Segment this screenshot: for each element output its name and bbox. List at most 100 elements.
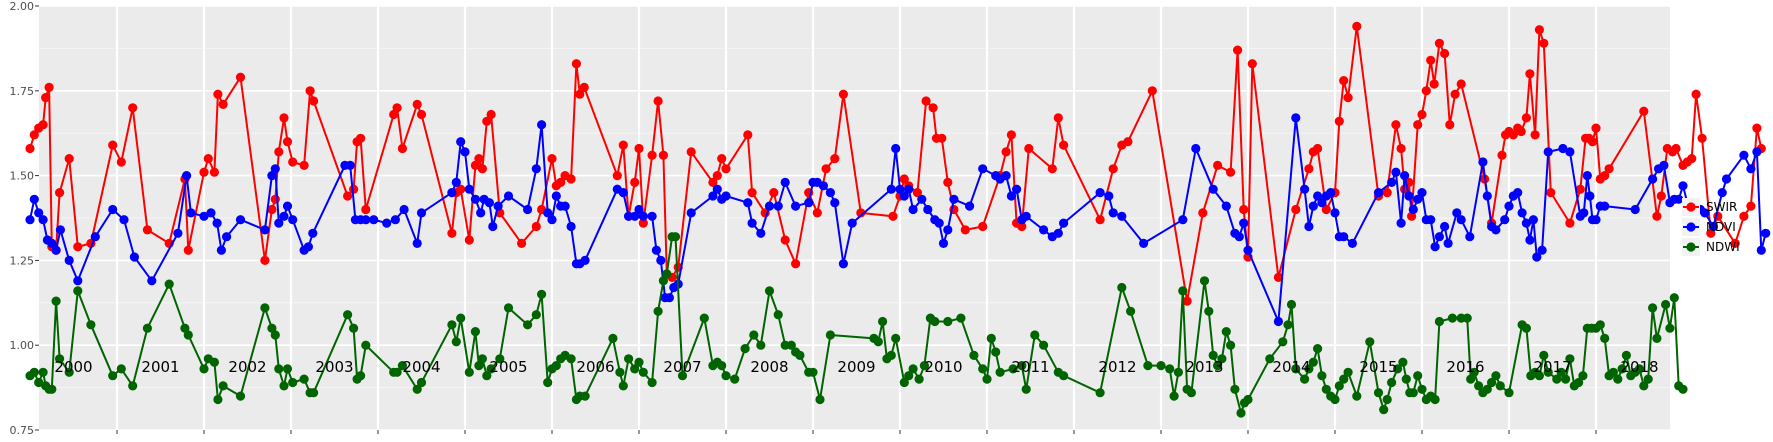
year-label: 2006 bbox=[576, 358, 614, 376]
data-point-swir bbox=[821, 164, 831, 174]
data-point-ndvi bbox=[1456, 215, 1466, 225]
data-point-swir bbox=[361, 204, 371, 215]
data-point-swir bbox=[209, 167, 219, 177]
data-point-swir bbox=[658, 150, 669, 160]
data-point-ndvi bbox=[1528, 215, 1538, 225]
data-point-ndvi bbox=[303, 242, 313, 252]
data-point-ndwi bbox=[1634, 364, 1645, 374]
data-point-ndwi bbox=[447, 320, 457, 330]
data-point-ndwi bbox=[943, 316, 953, 327]
data-point-swir bbox=[856, 208, 866, 218]
data-point-ndwi bbox=[995, 367, 1005, 377]
data-point-ndwi bbox=[566, 354, 576, 364]
data-point-ndwi bbox=[1265, 354, 1275, 364]
data-point-ndvi bbox=[416, 208, 427, 218]
data-point-ndvi bbox=[1591, 215, 1601, 225]
data-point-ndwi bbox=[260, 303, 270, 313]
data-point-swir bbox=[1147, 86, 1157, 96]
data-point-swir bbox=[571, 59, 582, 69]
data-point-ndwi bbox=[749, 330, 759, 340]
data-point-ndvi bbox=[1191, 143, 1201, 154]
data-point-ndvi bbox=[1478, 157, 1488, 167]
data-point-ndvi bbox=[1330, 208, 1340, 218]
data-point-ndwi bbox=[209, 357, 219, 367]
data-point-ndvi bbox=[1517, 208, 1527, 218]
data-point-swir bbox=[474, 154, 484, 164]
data-point-ndwi bbox=[986, 333, 996, 343]
data-point-swir bbox=[1313, 143, 1323, 154]
data-point-ndvi bbox=[756, 228, 766, 238]
data-point-swir bbox=[1591, 123, 1601, 133]
data-point-ndwi bbox=[1534, 371, 1544, 381]
data-point-ndwi bbox=[486, 364, 496, 374]
data-point-ndvi bbox=[464, 184, 474, 194]
data-point-ndwi bbox=[1300, 374, 1310, 384]
data-point-ndwi bbox=[670, 232, 681, 242]
data-point-ndvi bbox=[1095, 188, 1105, 198]
data-point-ndvi bbox=[1239, 218, 1249, 228]
data-point-ndvi bbox=[186, 208, 196, 218]
data-point-ndwi bbox=[1543, 367, 1553, 377]
data-point-ndwi bbox=[978, 364, 988, 374]
data-point-ndvi bbox=[1221, 201, 1231, 211]
data-point-ndwi bbox=[531, 310, 541, 320]
legend-key-point bbox=[1686, 222, 1696, 232]
data-point-ndwi bbox=[1278, 337, 1288, 347]
data-point-ndwi bbox=[825, 330, 836, 340]
data-point-swir bbox=[978, 221, 988, 232]
data-point-swir bbox=[235, 72, 246, 82]
data-point-swir bbox=[456, 184, 466, 194]
data-point-swir bbox=[1575, 184, 1585, 194]
data-point-swir bbox=[470, 160, 480, 170]
legend-item-ndwi: NDWI bbox=[1682, 238, 1740, 256]
data-point-ndvi bbox=[129, 252, 139, 262]
year-label: 2001 bbox=[141, 358, 179, 376]
data-point-ndvi bbox=[1708, 221, 1718, 232]
data-point-ndvi bbox=[1417, 188, 1427, 198]
data-point-swir bbox=[412, 99, 422, 109]
data-point-swir bbox=[1525, 69, 1535, 79]
data-point-ndvi bbox=[978, 164, 988, 174]
data-point-ndvi bbox=[1339, 232, 1349, 242]
data-point-ndvi bbox=[1347, 238, 1357, 248]
data-point-ndwi bbox=[630, 364, 640, 374]
data-point-ndwi bbox=[86, 320, 96, 330]
legend-item-ndvi: NDVI bbox=[1682, 218, 1736, 236]
data-point-ndwi bbox=[1434, 316, 1444, 327]
data-point-ndvi bbox=[656, 255, 666, 265]
data-point-swir bbox=[653, 96, 663, 106]
data-point-ndwi bbox=[608, 333, 618, 343]
data-point-ndvi bbox=[1504, 201, 1514, 211]
data-point-ndvi bbox=[908, 204, 918, 215]
data-point-ndwi bbox=[662, 269, 672, 279]
data-point-ndwi bbox=[1226, 340, 1236, 350]
data-point-swir bbox=[928, 103, 938, 113]
year-label: 2011 bbox=[1011, 358, 1049, 376]
data-point-swir bbox=[203, 154, 213, 164]
data-point-ndvi bbox=[47, 238, 57, 248]
data-point-ndvi bbox=[1600, 201, 1610, 211]
data-point-ndvi bbox=[1139, 238, 1149, 248]
data-point-ndwi bbox=[116, 364, 126, 374]
data-point-swir bbox=[1053, 113, 1063, 123]
data-point-ndvi bbox=[1482, 191, 1492, 201]
data-point-ndwi bbox=[580, 391, 590, 401]
data-point-ndvi bbox=[886, 184, 896, 194]
data-point-ndwi bbox=[886, 350, 896, 360]
data-point-ndwi bbox=[773, 310, 783, 320]
data-point-swir bbox=[812, 208, 822, 218]
data-point-swir bbox=[1587, 137, 1598, 147]
year-label: 2003 bbox=[315, 358, 353, 376]
data-point-swir bbox=[1233, 45, 1243, 55]
data-point-ndvi bbox=[1413, 194, 1423, 204]
data-point-ndvi bbox=[1053, 228, 1063, 238]
data-point-ndvi bbox=[1273, 316, 1283, 327]
data-point-ndvi bbox=[282, 201, 293, 211]
data-point-ndvi bbox=[288, 215, 298, 225]
y-tick-label: 0.75 bbox=[10, 424, 35, 437]
data-point-ndwi bbox=[1283, 320, 1293, 330]
data-point-ndwi bbox=[356, 371, 366, 381]
data-point-ndvi bbox=[1585, 191, 1595, 201]
data-point-swir bbox=[44, 82, 54, 92]
data-point-swir bbox=[912, 188, 923, 198]
